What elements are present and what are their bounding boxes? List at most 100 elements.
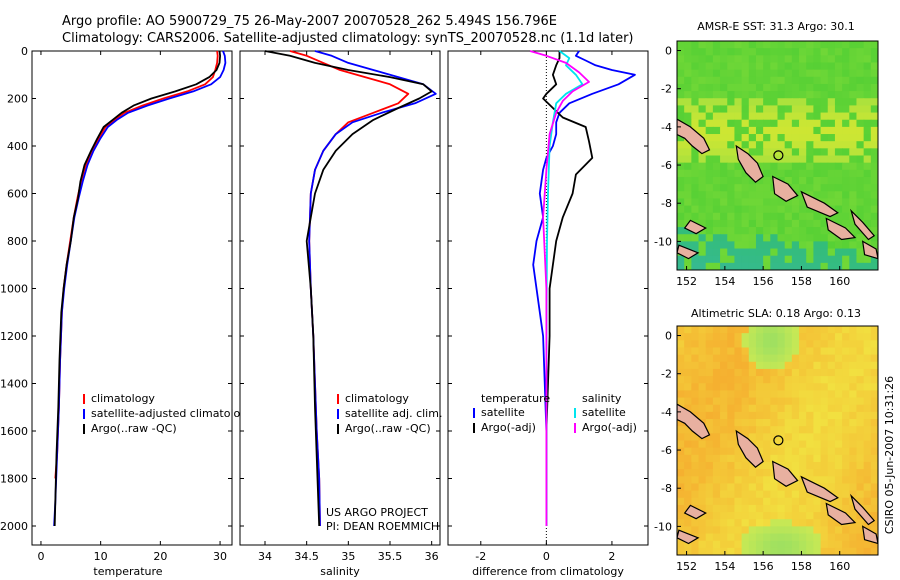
sla_map-cell	[720, 383, 728, 392]
sst_map-cell	[791, 41, 800, 49]
sla_map-cell	[813, 476, 822, 485]
sst_map-cell	[748, 141, 757, 149]
sst_map-cell	[863, 141, 872, 149]
sla_map-cell	[748, 547, 757, 555]
sst_map-cell	[827, 134, 836, 142]
sla_map-cell	[705, 447, 714, 456]
sla_map-cell	[677, 540, 685, 549]
sla_map-cell	[698, 376, 707, 384]
sla_map-cell	[827, 361, 836, 370]
sla_map-cell	[820, 404, 829, 413]
sst_map-cell	[777, 134, 786, 142]
sla_map-cell	[755, 333, 764, 341]
sla_map-cell	[777, 547, 786, 555]
sla_map-cell	[741, 419, 750, 427]
sst_map-cell	[784, 262, 793, 270]
sla_map-cell	[727, 376, 736, 384]
sst_map-cell	[784, 198, 793, 207]
sla_map-cell	[791, 426, 800, 434]
sst_map-cell	[777, 234, 786, 242]
sla_map-cell	[691, 433, 700, 442]
sst_map-cell	[712, 162, 721, 171]
temperature-xtick-label: 20	[153, 550, 167, 563]
sla_map-cell	[856, 376, 865, 384]
sla_map-cell	[691, 397, 700, 406]
sst_map-cell	[799, 41, 807, 49]
sla_map-cell	[834, 426, 843, 434]
sst_map-cell	[777, 41, 786, 49]
sst_map-cell	[712, 205, 721, 214]
sst_map-cell	[712, 69, 721, 78]
sst_map-cell	[834, 255, 843, 264]
sst_map-cell	[741, 119, 750, 128]
salinity-xtick-label: 36	[425, 550, 439, 563]
sst_map-cell	[842, 191, 850, 200]
sla_map-cell	[734, 383, 743, 392]
sst_map-cell	[856, 98, 865, 107]
sst_map-cell	[806, 98, 814, 107]
sst_map-cell	[698, 105, 707, 114]
sla_map-cell	[684, 454, 692, 463]
sla_map-cell	[849, 426, 858, 434]
sst_map-island	[800, 190, 839, 218]
sst_map-cell	[827, 262, 836, 270]
sla_map-cell	[870, 340, 878, 349]
sla_map-cell	[870, 469, 878, 477]
sst_map-cell	[856, 169, 865, 178]
sla_map-cell	[799, 361, 807, 370]
sst_map-cell	[806, 126, 814, 135]
sst_map-cell	[791, 55, 800, 64]
sst_map-cell	[784, 212, 793, 221]
sla_map-cell	[827, 383, 836, 392]
sla_map-cell	[856, 397, 865, 406]
sla_map-cell	[834, 411, 843, 420]
sla_map-cell	[677, 447, 685, 456]
sla_map-cell	[755, 376, 764, 384]
sla_map-cell	[834, 533, 843, 542]
sla_map-cell	[820, 497, 829, 506]
difference-legend-salinity-header: salinity	[582, 392, 622, 405]
sst_map-cell	[834, 248, 843, 257]
sst_map-cell	[677, 41, 685, 49]
sst_map-cell	[734, 162, 743, 171]
sla_map-cell	[863, 454, 872, 463]
sla_map-cell	[777, 447, 786, 456]
sla_map-cell	[698, 333, 707, 341]
sla_map-cell	[705, 368, 714, 377]
sst_map-cell	[799, 112, 807, 121]
sla_map-cell	[684, 347, 692, 356]
sst_map-cell	[763, 69, 771, 78]
sst_map-ytick-label: 0	[665, 45, 672, 58]
sst_map-cell	[856, 126, 865, 135]
sst_map-cell	[691, 184, 700, 192]
sla_map-cell	[806, 354, 814, 363]
sla_map-cell	[799, 519, 807, 527]
sla_map-cell	[741, 512, 750, 520]
sla_map-cell	[748, 340, 757, 349]
sla_map-cell	[777, 383, 786, 392]
sla_map-cell	[827, 461, 836, 470]
sla_map-cell	[720, 419, 728, 427]
sla_map-cell	[734, 340, 743, 349]
sst_map-cell	[705, 262, 714, 270]
sla_map-cell	[684, 526, 692, 535]
sst_map-cell	[727, 55, 736, 64]
sst_map-cell	[813, 76, 822, 85]
sla_map-cell	[799, 397, 807, 406]
sla_map-cell	[734, 461, 743, 470]
sst_map-cell	[856, 198, 865, 207]
sla_map-cell	[827, 547, 836, 555]
sla_map-cell	[698, 497, 707, 506]
sst_map-cell	[827, 98, 836, 107]
sla_map-cell	[727, 383, 736, 392]
sla_map-cell	[705, 411, 714, 420]
sla_map-cell	[684, 340, 692, 349]
sst_map-cell	[741, 255, 750, 264]
sla_map-cell	[799, 433, 807, 442]
sla_map-cell	[863, 476, 872, 485]
sla_map-cell	[842, 390, 850, 399]
sla_map-cell	[770, 490, 779, 499]
sst_map-cell	[734, 98, 743, 107]
sst_map-cell	[763, 105, 771, 114]
sst_map-cell	[863, 198, 872, 207]
